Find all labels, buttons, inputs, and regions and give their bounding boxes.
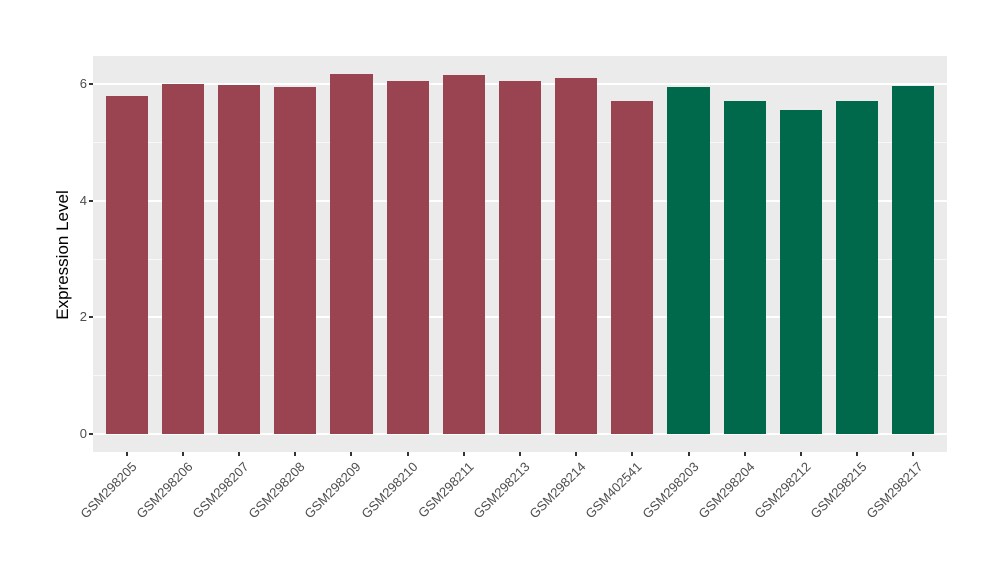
x-tick-mark	[125, 452, 128, 456]
x-tick-label: GSM298217	[863, 459, 926, 522]
bar-GSM298212	[779, 110, 822, 434]
bar-GSM298208	[274, 86, 317, 434]
plot-panel	[93, 56, 947, 452]
x-tick-label: GSM298204	[695, 459, 758, 522]
bar-GSM298203	[667, 86, 710, 434]
x-tick-mark	[406, 452, 409, 456]
bar-GSM298205	[105, 95, 148, 434]
x-tick-label: GSM298215	[807, 459, 870, 522]
bar-GSM298206	[161, 84, 204, 434]
y-tick-mark	[89, 316, 93, 319]
x-tick-mark	[856, 452, 859, 456]
gridline-major-y0	[93, 433, 947, 435]
y-tick-mark	[89, 433, 93, 435]
x-tick-mark	[799, 452, 802, 456]
x-tick-mark	[743, 452, 746, 456]
x-tick-mark	[294, 452, 297, 456]
x-tick-label: GSM298209	[301, 459, 365, 522]
bar-GSM298215	[836, 100, 879, 434]
x-tick-mark	[631, 452, 634, 456]
x-tick-mark	[575, 452, 578, 456]
x-tick-mark	[519, 452, 521, 456]
bar-GSM298213	[498, 81, 542, 434]
x-tick-label: GSM298210	[358, 459, 421, 522]
x-tick-label: GSM298203	[638, 459, 702, 522]
x-tick-label: GSM298213	[470, 459, 533, 522]
y-tick-label: 4	[79, 192, 87, 208]
y-tick-label: 0	[79, 426, 87, 441]
bar-GSM298209	[330, 74, 373, 434]
x-tick-mark	[350, 452, 353, 456]
x-tick-mark	[912, 452, 915, 456]
bar-GSM298214	[555, 78, 598, 434]
y-tick-label: 6	[79, 76, 87, 92]
y-tick-mark	[89, 199, 93, 202]
x-tick-label: GSM298208	[245, 459, 308, 522]
x-tick-label: GSM298214	[526, 459, 589, 522]
y-tick-label: 2	[79, 309, 87, 325]
x-tick-mark	[687, 452, 690, 456]
x-tick-label: GSM298205	[77, 459, 140, 522]
bar-GSM402541	[611, 101, 654, 434]
bar-GSM298204	[723, 100, 766, 434]
x-tick-label: GSM298206	[133, 459, 196, 522]
x-tick-label: GSM298207	[189, 459, 252, 522]
bar-GSM298210	[386, 80, 429, 434]
bar-GSM298207	[218, 85, 261, 434]
bar-GSM298217	[892, 85, 935, 434]
x-tick-label: GSM298211	[414, 459, 477, 521]
x-tick-mark	[181, 452, 184, 456]
x-tick-mark	[238, 452, 241, 456]
x-tick-mark	[462, 452, 465, 456]
y-axis-title: Expression Level	[53, 190, 72, 320]
x-tick-label: GSM402541	[582, 459, 645, 522]
bar-GSM298211	[442, 74, 485, 434]
y-tick-mark	[89, 83, 93, 86]
x-tick-label: GSM298212	[751, 459, 814, 522]
